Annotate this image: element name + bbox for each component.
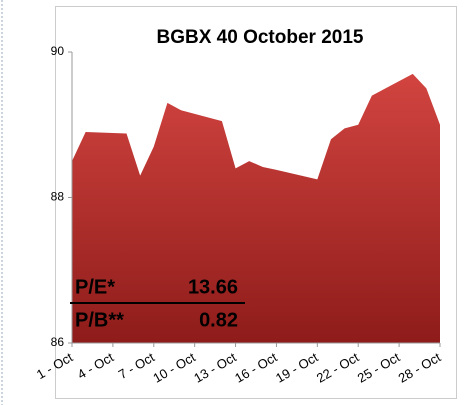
x-tick-label: 7 - Oct	[116, 349, 158, 382]
stat-value: 13.66	[188, 276, 238, 298]
x-tick-label: 25 - Oct	[355, 349, 403, 385]
y-tick-label: 88	[51, 190, 65, 204]
x-tick-label: 28 - Oct	[396, 349, 444, 385]
x-tick-label: 19 - Oct	[273, 349, 321, 385]
stat-value: 0.82	[199, 309, 238, 331]
stat-label: P/E*	[75, 276, 115, 298]
chart-border	[55, 6, 457, 399]
y-tick-label: 90	[51, 44, 65, 58]
chart-title: BGBX 40 October 2015	[157, 27, 364, 48]
x-tick-label: 4 - Oct	[75, 349, 117, 382]
x-tick-label: 22 - Oct	[314, 349, 362, 385]
x-tick-label: 13 - Oct	[191, 349, 239, 385]
stat-label: P/B**	[75, 309, 124, 331]
y-tick-label: 86	[51, 335, 65, 349]
area	[72, 73, 440, 343]
x-tick-label: 16 - Oct	[232, 349, 280, 385]
x-tick-label: 10 - Oct	[150, 349, 198, 385]
x-tick-label: 1 - Oct	[34, 349, 76, 382]
